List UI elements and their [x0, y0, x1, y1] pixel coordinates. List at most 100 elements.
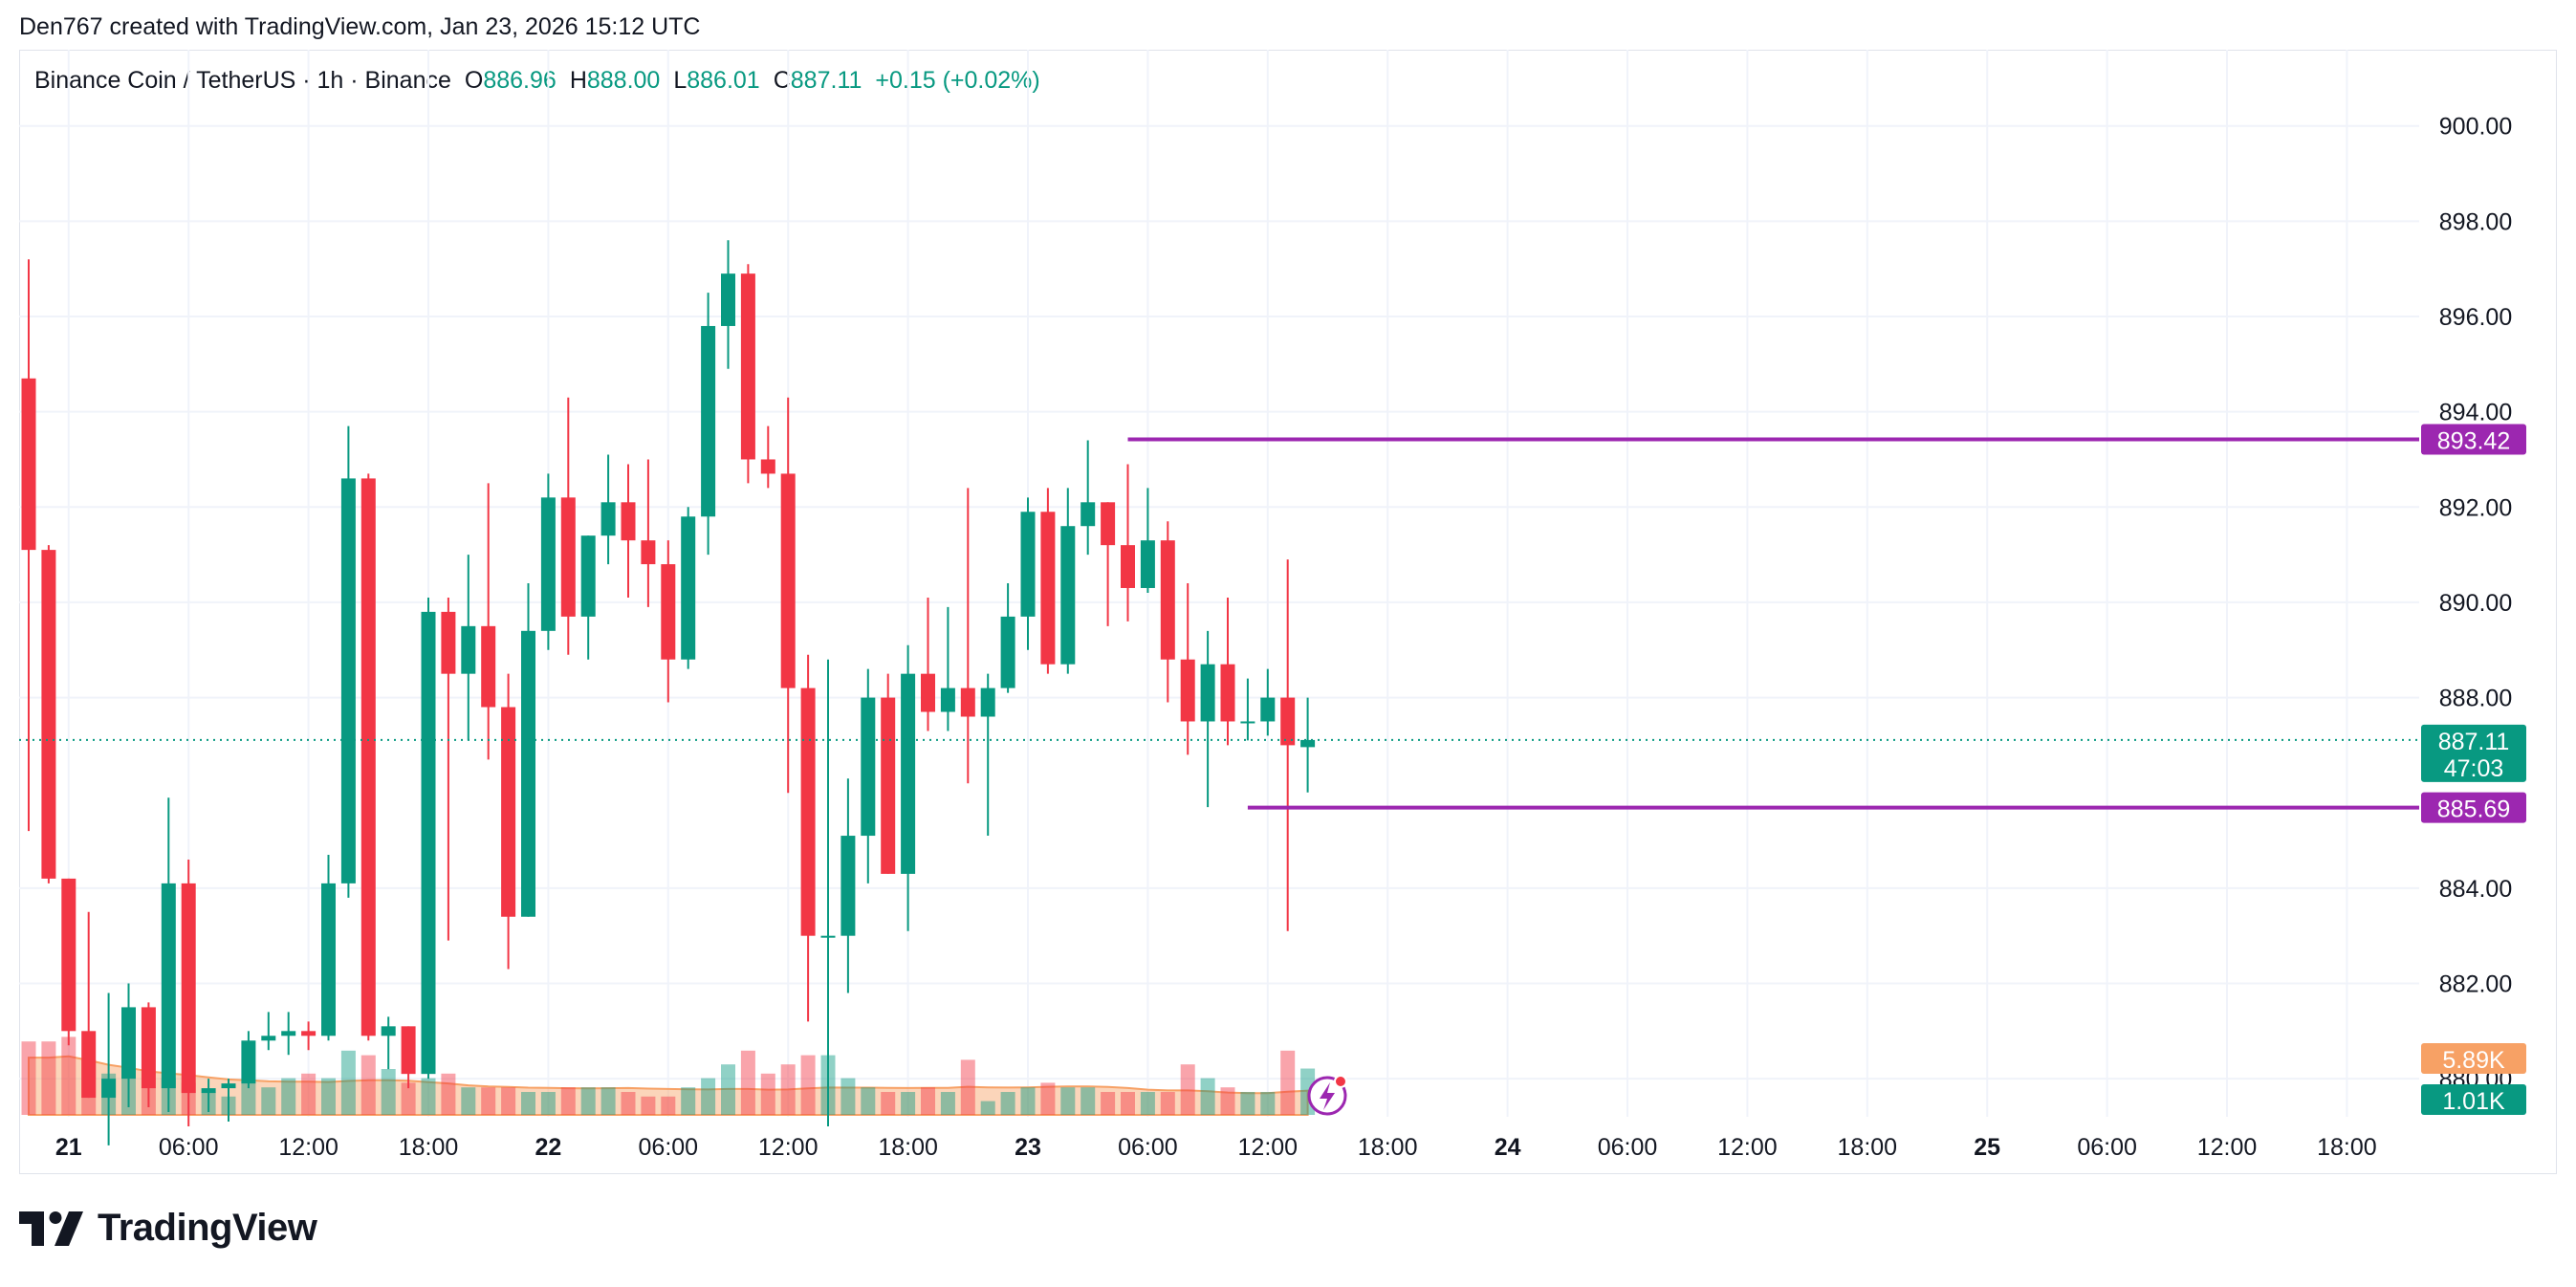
- candle-body[interactable]: [740, 273, 755, 460]
- level-price-tag: 893.42: [2421, 424, 2526, 455]
- price-tick-label: 888.00: [2439, 686, 2512, 712]
- time-tick-label: 06:00: [2077, 1134, 2137, 1161]
- candle-body[interactable]: [301, 1031, 317, 1036]
- candle-body[interactable]: [501, 707, 516, 917]
- candle-body[interactable]: [960, 687, 975, 717]
- candle-body[interactable]: [521, 630, 535, 917]
- candle-body[interactable]: [1180, 659, 1195, 722]
- candle-body[interactable]: [560, 497, 576, 617]
- time-tick-label: 22: [535, 1134, 561, 1161]
- candle-body[interactable]: [701, 325, 716, 517]
- candle-body[interactable]: [1160, 540, 1175, 660]
- volume-bar: [1121, 1092, 1135, 1115]
- candle-body[interactable]: [881, 697, 896, 874]
- candle-body[interactable]: [1121, 545, 1135, 588]
- candle-body[interactable]: [580, 535, 596, 617]
- candle-body[interactable]: [840, 836, 856, 936]
- candle-body[interactable]: [1280, 697, 1296, 746]
- level-layer: [19, 437, 2419, 810]
- candle-body[interactable]: [641, 540, 656, 565]
- candle-body[interactable]: [901, 673, 916, 874]
- lightning-icon[interactable]: [1307, 1075, 1347, 1116]
- volume-bar: [381, 1069, 396, 1115]
- candle-body[interactable]: [101, 1079, 117, 1099]
- time-tick-label: 18:00: [2317, 1134, 2377, 1161]
- price-tag-text: 887.11: [2438, 729, 2510, 755]
- candle-body[interactable]: [1060, 526, 1076, 665]
- candle-body[interactable]: [221, 1083, 236, 1089]
- candle-body[interactable]: [461, 625, 476, 674]
- candle-body[interactable]: [661, 564, 676, 660]
- candle-body[interactable]: [340, 478, 356, 883]
- candle-body[interactable]: [621, 502, 636, 541]
- candle-body[interactable]: [241, 1040, 256, 1084]
- candle-body[interactable]: [161, 883, 176, 1089]
- candle-body[interactable]: [800, 687, 816, 936]
- time-tick-label: 21: [55, 1134, 82, 1161]
- candle-body[interactable]: [1260, 697, 1276, 722]
- candle-body[interactable]: [61, 878, 76, 1032]
- candle-body[interactable]: [681, 516, 696, 660]
- candle-body[interactable]: [820, 935, 836, 938]
- candle-layer: [21, 240, 1316, 1145]
- candle-body[interactable]: [1020, 512, 1036, 617]
- candle-body[interactable]: [261, 1036, 276, 1041]
- level-price-tag: 885.69: [2421, 792, 2526, 823]
- candle-body[interactable]: [201, 1088, 216, 1094]
- price-tag-text: 5.89K: [2442, 1047, 2505, 1074]
- time-tick-label: 12:00: [758, 1134, 819, 1161]
- candle-body[interactable]: [81, 1031, 97, 1099]
- candle-body[interactable]: [181, 883, 196, 1094]
- candle-body[interactable]: [381, 1026, 396, 1036]
- candle-body[interactable]: [121, 1007, 136, 1080]
- candle-body[interactable]: [1200, 664, 1215, 722]
- candle-body[interactable]: [861, 697, 876, 837]
- volume-bar: [360, 1055, 376, 1115]
- candle-body[interactable]: [360, 478, 376, 1036]
- volume-ma-tag: 5.89K: [2421, 1043, 2526, 1074]
- candle-body[interactable]: [780, 473, 796, 688]
- candle-body[interactable]: [760, 459, 775, 474]
- candle-body[interactable]: [421, 611, 436, 1075]
- volume-bar: [301, 1073, 317, 1115]
- candle-body[interactable]: [1081, 502, 1096, 527]
- candle-body[interactable]: [1220, 664, 1235, 722]
- candle-body[interactable]: [481, 625, 496, 708]
- candle-body[interactable]: [441, 611, 456, 674]
- candle-body[interactable]: [141, 1007, 156, 1089]
- candle-body[interactable]: [980, 687, 995, 717]
- volume-bar: [701, 1078, 716, 1115]
- candle-body[interactable]: [1000, 616, 1015, 688]
- candle-body[interactable]: [1240, 721, 1255, 724]
- time-tick-label: 12:00: [1717, 1134, 1778, 1161]
- candle-body[interactable]: [1140, 540, 1155, 588]
- time-tick-label: 12:00: [278, 1134, 338, 1161]
- time-tick-label: 18:00: [1838, 1134, 1898, 1161]
- candle-body[interactable]: [940, 687, 955, 712]
- volume-bar: [1220, 1087, 1235, 1115]
- candle-body[interactable]: [540, 497, 556, 631]
- candle-body[interactable]: [401, 1026, 416, 1075]
- low-label: L: [673, 67, 688, 94]
- candle-body[interactable]: [600, 502, 616, 536]
- price-chart[interactable]: 900.00 898.00 896.00 894.00 892.00 890.00 888.…: [0, 0, 2576, 1186]
- candle-body[interactable]: [41, 550, 56, 879]
- candle-body[interactable]: [1101, 502, 1116, 546]
- volume-bar: [1060, 1087, 1076, 1115]
- candle-body[interactable]: [281, 1031, 296, 1036]
- candle-body[interactable]: [921, 673, 935, 712]
- candle-body[interactable]: [721, 273, 735, 326]
- volume-bar: [501, 1087, 516, 1115]
- candle-body[interactable]: [321, 883, 336, 1036]
- symbol-name[interactable]: Binance Coin / TetherUS · 1h · Binance: [34, 67, 451, 94]
- volume-bar: [1240, 1092, 1255, 1115]
- candle-body[interactable]: [21, 378, 36, 551]
- candle-body[interactable]: [1040, 512, 1056, 665]
- time-tick-label: 12:00: [2197, 1134, 2258, 1161]
- high-value: 888.00: [586, 67, 661, 94]
- symbol-legend[interactable]: Binance Coin / TetherUS · 1h · Binance O8…: [34, 67, 1040, 95]
- candle-body[interactable]: [1300, 739, 1316, 748]
- volume-bar: [1040, 1082, 1056, 1115]
